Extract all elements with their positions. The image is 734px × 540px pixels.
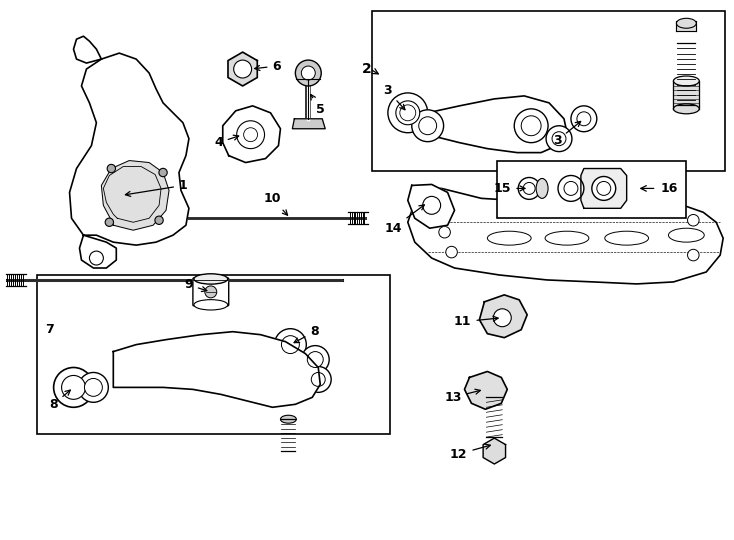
Circle shape [244,128,258,141]
Polygon shape [79,235,116,268]
Text: 14: 14 [385,205,424,235]
Circle shape [236,121,264,149]
Bar [498,160,686,218]
Text: 11: 11 [454,315,498,328]
Ellipse shape [673,76,700,86]
Polygon shape [292,119,325,129]
Bar [372,11,725,171]
Ellipse shape [194,274,228,284]
Polygon shape [222,106,280,163]
Circle shape [412,110,443,141]
Circle shape [84,379,102,396]
Circle shape [305,367,331,393]
Text: 16: 16 [661,182,678,195]
FancyBboxPatch shape [193,278,229,306]
Polygon shape [70,53,189,245]
Circle shape [688,214,699,226]
Text: 2: 2 [362,62,372,76]
Circle shape [54,368,93,407]
Circle shape [275,329,306,361]
Ellipse shape [194,300,228,310]
Circle shape [523,183,535,194]
Circle shape [105,218,114,226]
Ellipse shape [669,228,704,242]
Circle shape [311,373,325,387]
Circle shape [688,249,699,261]
Text: 6: 6 [255,59,281,72]
Circle shape [521,116,541,136]
Polygon shape [465,372,507,409]
Ellipse shape [400,105,415,121]
Circle shape [302,66,316,80]
Circle shape [515,109,548,143]
Polygon shape [113,332,320,407]
Circle shape [418,117,437,134]
Text: 7: 7 [46,323,54,336]
Text: 3: 3 [384,84,405,110]
Circle shape [388,93,428,133]
Ellipse shape [545,231,589,245]
Polygon shape [673,81,700,109]
Text: 3: 3 [553,122,581,147]
Text: 12: 12 [450,444,490,461]
Polygon shape [677,21,697,31]
Polygon shape [408,185,454,228]
Polygon shape [479,295,527,338]
Text: 15: 15 [494,182,525,195]
Circle shape [446,246,457,258]
Circle shape [564,181,578,195]
Circle shape [592,177,616,200]
Bar [37,275,390,434]
Polygon shape [408,188,723,284]
Circle shape [159,168,167,177]
Text: 10: 10 [264,192,288,215]
Text: 9: 9 [184,279,207,292]
Circle shape [396,101,420,125]
Polygon shape [101,160,169,230]
Text: 4: 4 [214,135,239,149]
Circle shape [281,336,299,354]
Circle shape [62,375,85,400]
Text: 8: 8 [294,325,319,343]
Circle shape [302,346,329,374]
Circle shape [546,126,572,152]
Text: 5: 5 [310,94,324,116]
Circle shape [493,309,512,327]
Circle shape [439,226,451,238]
Circle shape [79,373,109,402]
Ellipse shape [487,231,531,245]
Circle shape [205,286,217,298]
Circle shape [558,176,584,201]
Circle shape [518,178,540,199]
Circle shape [552,132,566,146]
Circle shape [155,216,163,225]
Circle shape [597,181,611,195]
Circle shape [233,60,252,78]
Polygon shape [418,96,567,153]
Ellipse shape [536,179,548,198]
Circle shape [423,197,440,214]
Circle shape [577,112,591,126]
Circle shape [308,352,323,368]
Polygon shape [483,438,506,464]
Polygon shape [581,168,627,208]
Ellipse shape [280,415,297,423]
Ellipse shape [605,231,649,245]
Circle shape [90,251,103,265]
Polygon shape [73,36,101,63]
Circle shape [571,106,597,132]
Text: 1: 1 [126,179,188,197]
Ellipse shape [673,104,700,114]
Polygon shape [228,52,258,86]
Circle shape [295,60,321,86]
Text: 13: 13 [444,389,480,404]
Ellipse shape [677,18,697,28]
Circle shape [107,164,115,173]
Text: 8: 8 [49,390,70,411]
